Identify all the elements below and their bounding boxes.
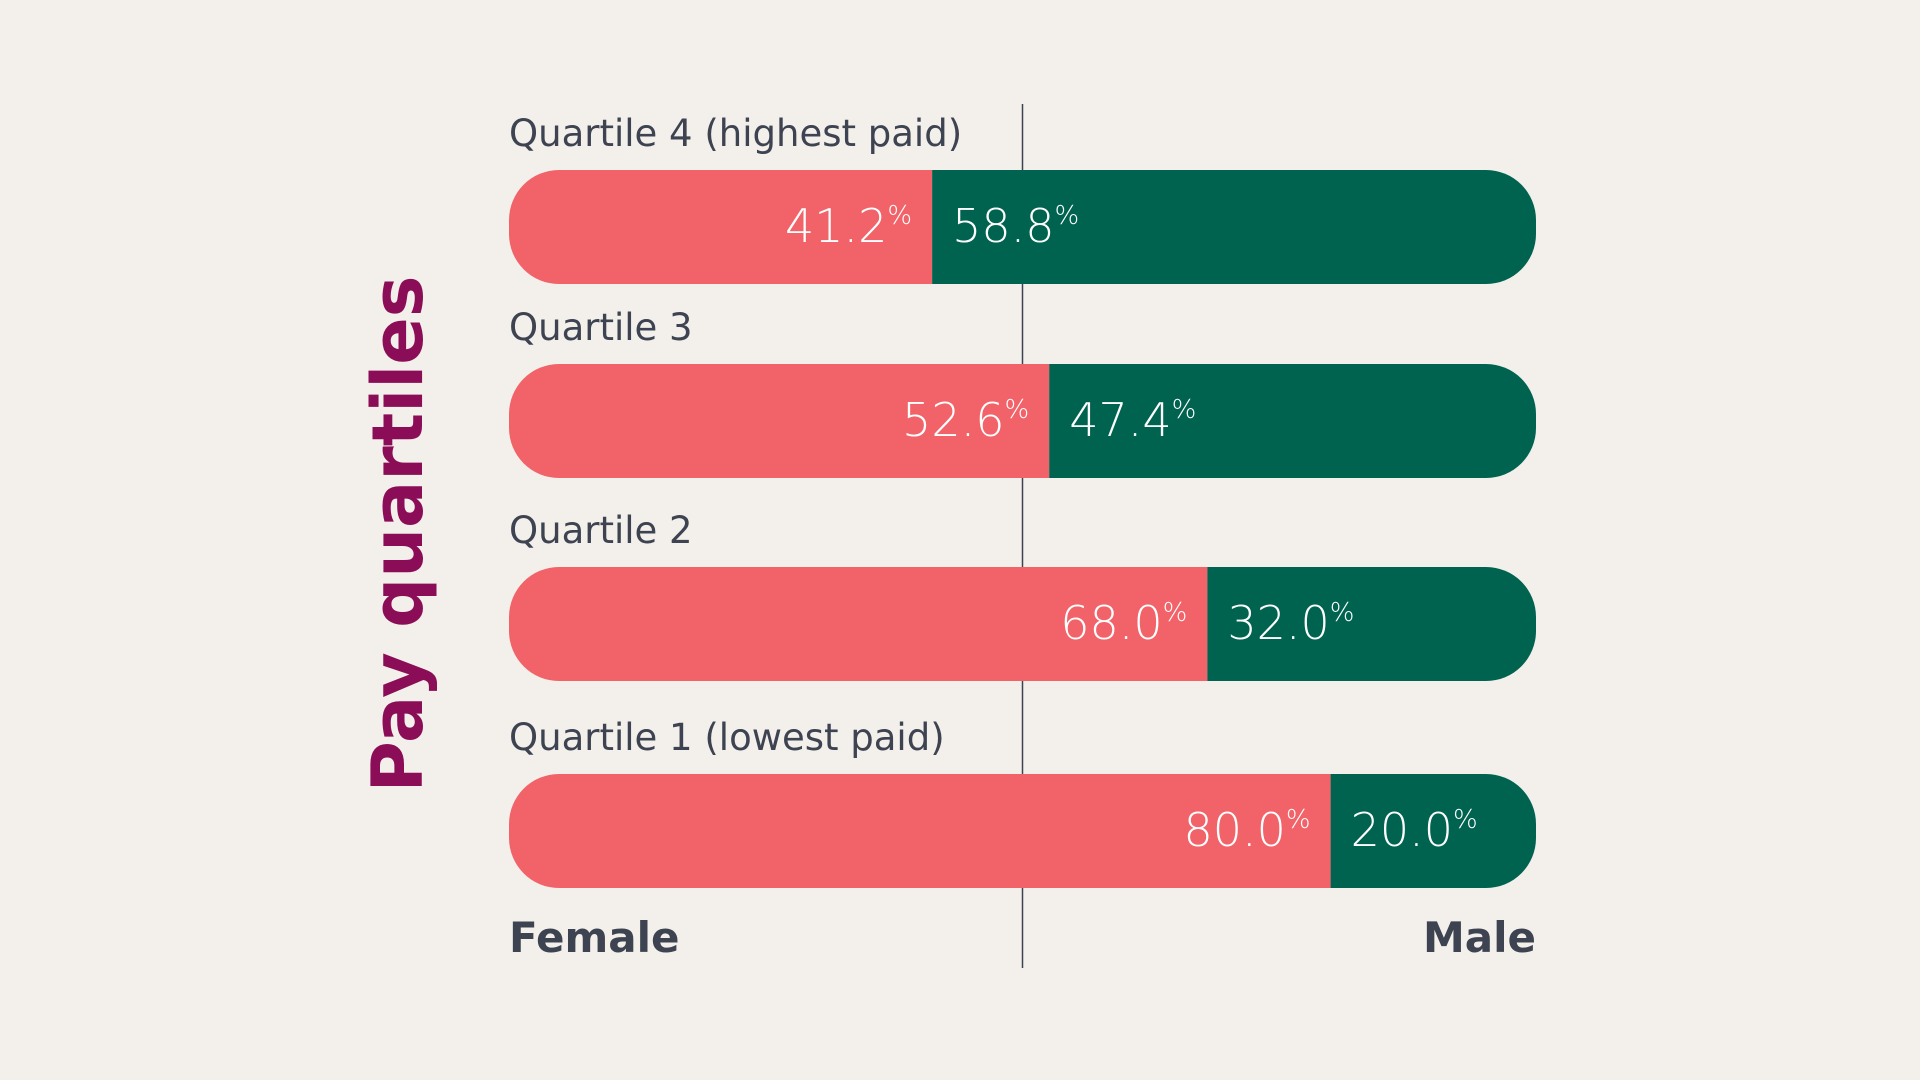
female-axis-label: Female [509,913,679,962]
male-bar [932,170,1536,284]
female-bar [509,170,933,284]
female-value-label: 52.6% [902,393,1029,447]
female-bar [509,364,1050,478]
category-label: Quartile 3 [509,306,693,349]
female-bar [509,774,1331,888]
category-label: Quartile 1 (lowest paid) [509,716,945,759]
male-bar [1330,774,1536,888]
female-value-label: 41.2% [785,199,912,253]
category-label: Quartile 2 [509,509,693,552]
category-label: Quartile 4 (highest paid) [509,112,962,155]
female-value-label: 80.0% [1183,803,1310,857]
female-bar [509,567,1208,681]
male-axis-label: Male [1423,913,1536,962]
male-bar [1207,567,1536,681]
male-bar [1049,364,1536,478]
